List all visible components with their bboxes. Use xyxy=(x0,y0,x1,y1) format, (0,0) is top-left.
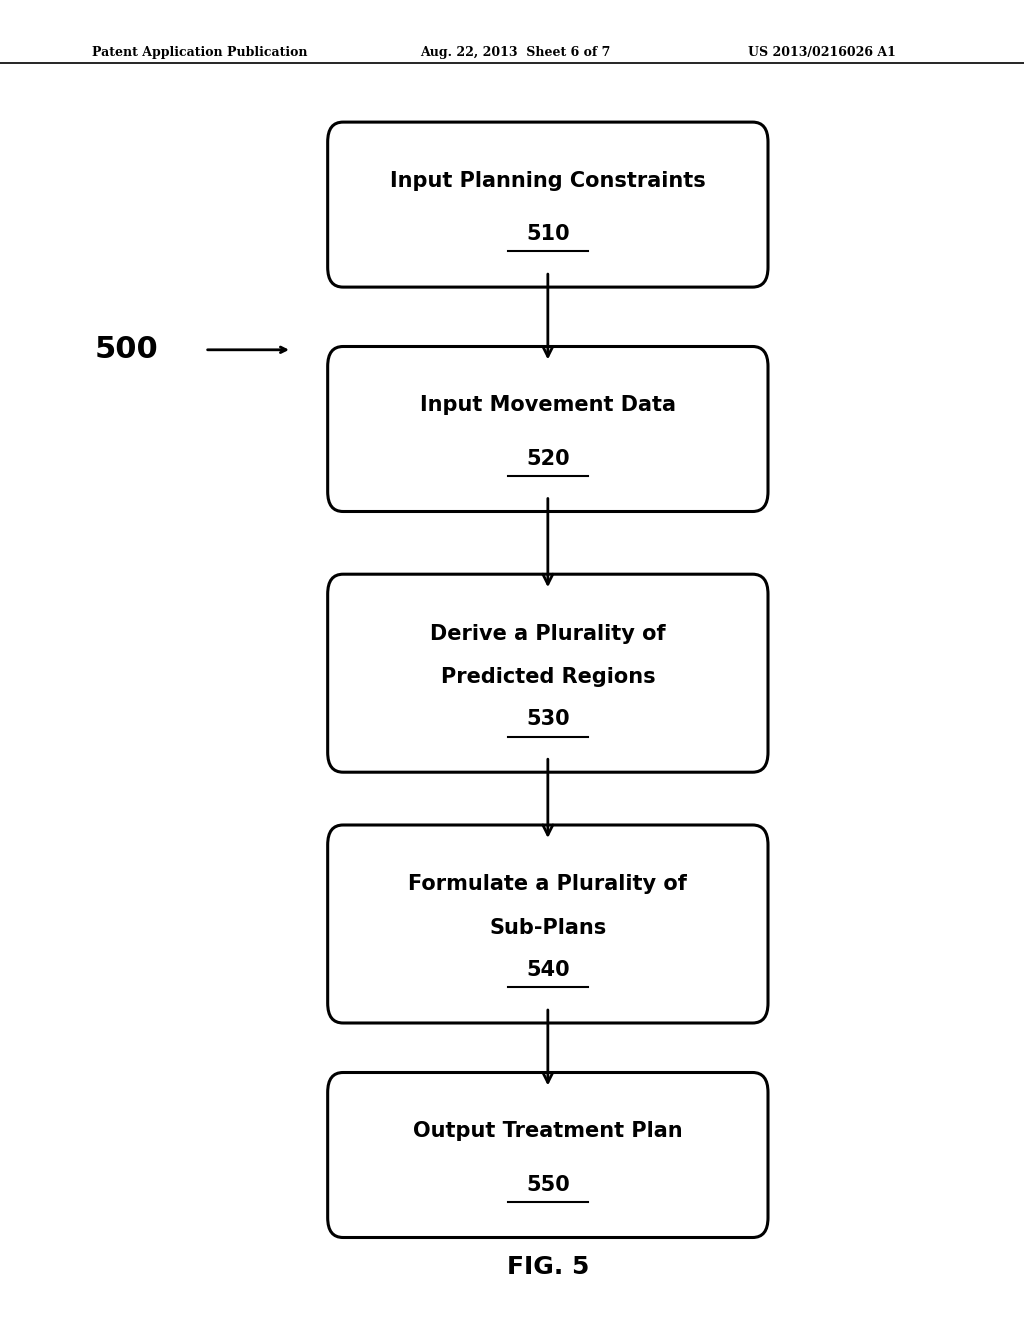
Text: Sub-Plans: Sub-Plans xyxy=(489,917,606,939)
Text: Output Treatment Plan: Output Treatment Plan xyxy=(413,1121,683,1142)
Text: Formulate a Plurality of: Formulate a Plurality of xyxy=(409,874,687,895)
FancyBboxPatch shape xyxy=(328,825,768,1023)
FancyBboxPatch shape xyxy=(328,123,768,288)
FancyBboxPatch shape xyxy=(328,574,768,772)
Text: 520: 520 xyxy=(526,449,569,469)
Text: Predicted Regions: Predicted Regions xyxy=(440,667,655,688)
Text: Input Movement Data: Input Movement Data xyxy=(420,395,676,416)
Text: Derive a Plurality of: Derive a Plurality of xyxy=(430,623,666,644)
Text: 540: 540 xyxy=(526,960,569,981)
Text: Input Planning Constraints: Input Planning Constraints xyxy=(390,170,706,191)
Text: FIG. 5: FIG. 5 xyxy=(507,1255,589,1279)
Text: Aug. 22, 2013  Sheet 6 of 7: Aug. 22, 2013 Sheet 6 of 7 xyxy=(420,46,610,59)
Text: 500: 500 xyxy=(95,335,159,364)
Text: Patent Application Publication: Patent Application Publication xyxy=(92,46,307,59)
FancyBboxPatch shape xyxy=(328,1072,768,1238)
Text: 550: 550 xyxy=(526,1175,569,1195)
Text: 510: 510 xyxy=(526,224,569,244)
Text: US 2013/0216026 A1: US 2013/0216026 A1 xyxy=(748,46,895,59)
FancyBboxPatch shape xyxy=(328,346,768,511)
Text: 530: 530 xyxy=(526,709,569,730)
